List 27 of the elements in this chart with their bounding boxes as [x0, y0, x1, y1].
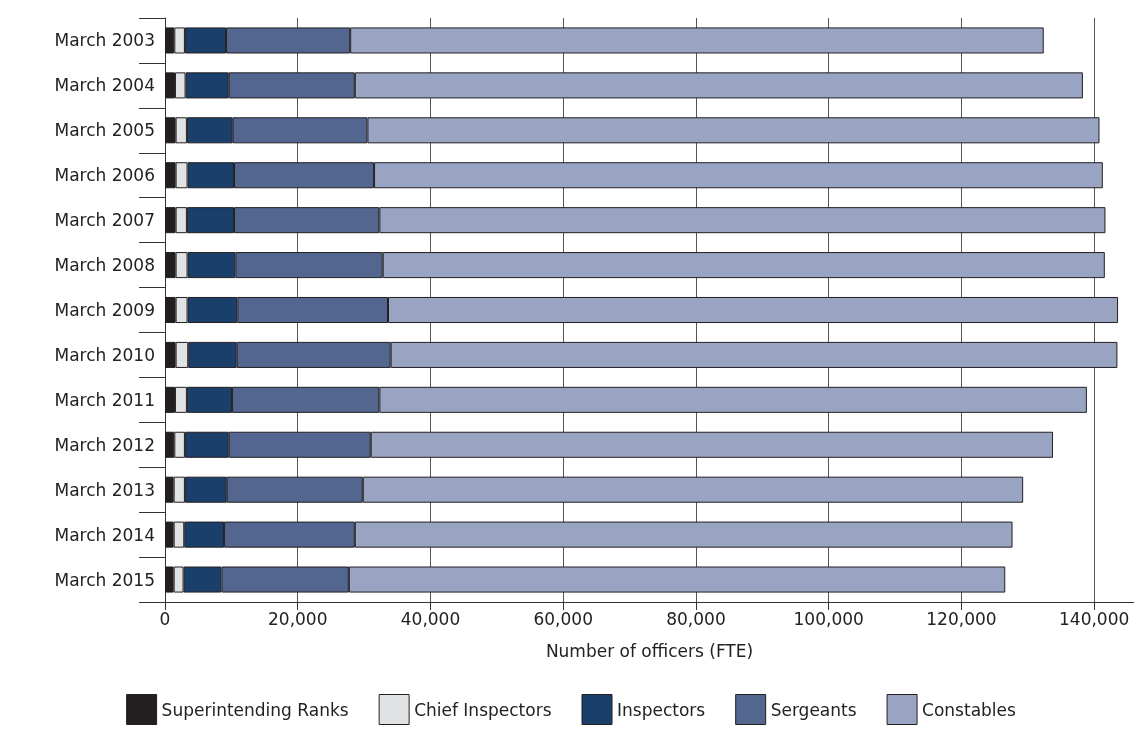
legend-label: Inspectors [617, 699, 706, 720]
x-tick-label: 60,000 [533, 608, 593, 629]
y-tick-label: March 2015 [54, 569, 155, 590]
y-tick-label: March 2012 [54, 434, 155, 455]
y-tick-label: March 2013 [54, 479, 155, 500]
legend-label: Superintending Ranks [161, 699, 349, 720]
y-tick-label: March 2007 [54, 210, 155, 231]
legend-label: Sergeants [770, 699, 857, 720]
y-tick-label: March 2004 [54, 75, 155, 96]
y-tick-label: March 2011 [54, 389, 155, 410]
x-tick-label: 40,000 [400, 608, 461, 629]
x-tick-label: 100,000 [793, 608, 864, 629]
legend-label: Chief Inspectors [414, 699, 552, 720]
x-tick-label: 120,000 [926, 608, 997, 629]
y-tick-label: March 2005 [54, 120, 155, 141]
y-tick-label: March 2009 [54, 300, 155, 320]
x-tick-label: 0 [159, 608, 171, 629]
y-tick-label: March 2014 [54, 524, 155, 545]
y-tick-label: March 2003 [54, 30, 155, 51]
x-axis-title: Number of officers (FTE) [545, 640, 754, 661]
y-tick-label: March 2010 [54, 344, 155, 365]
y-tick-label: March 2008 [54, 255, 155, 276]
legend-label: Constables [922, 699, 1017, 720]
x-tick-label: 20,000 [268, 608, 328, 629]
x-tick-label: 80,000 [666, 608, 726, 629]
y-tick-label: March 2006 [54, 165, 155, 186]
x-tick-label: 140,000 [1059, 608, 1130, 629]
